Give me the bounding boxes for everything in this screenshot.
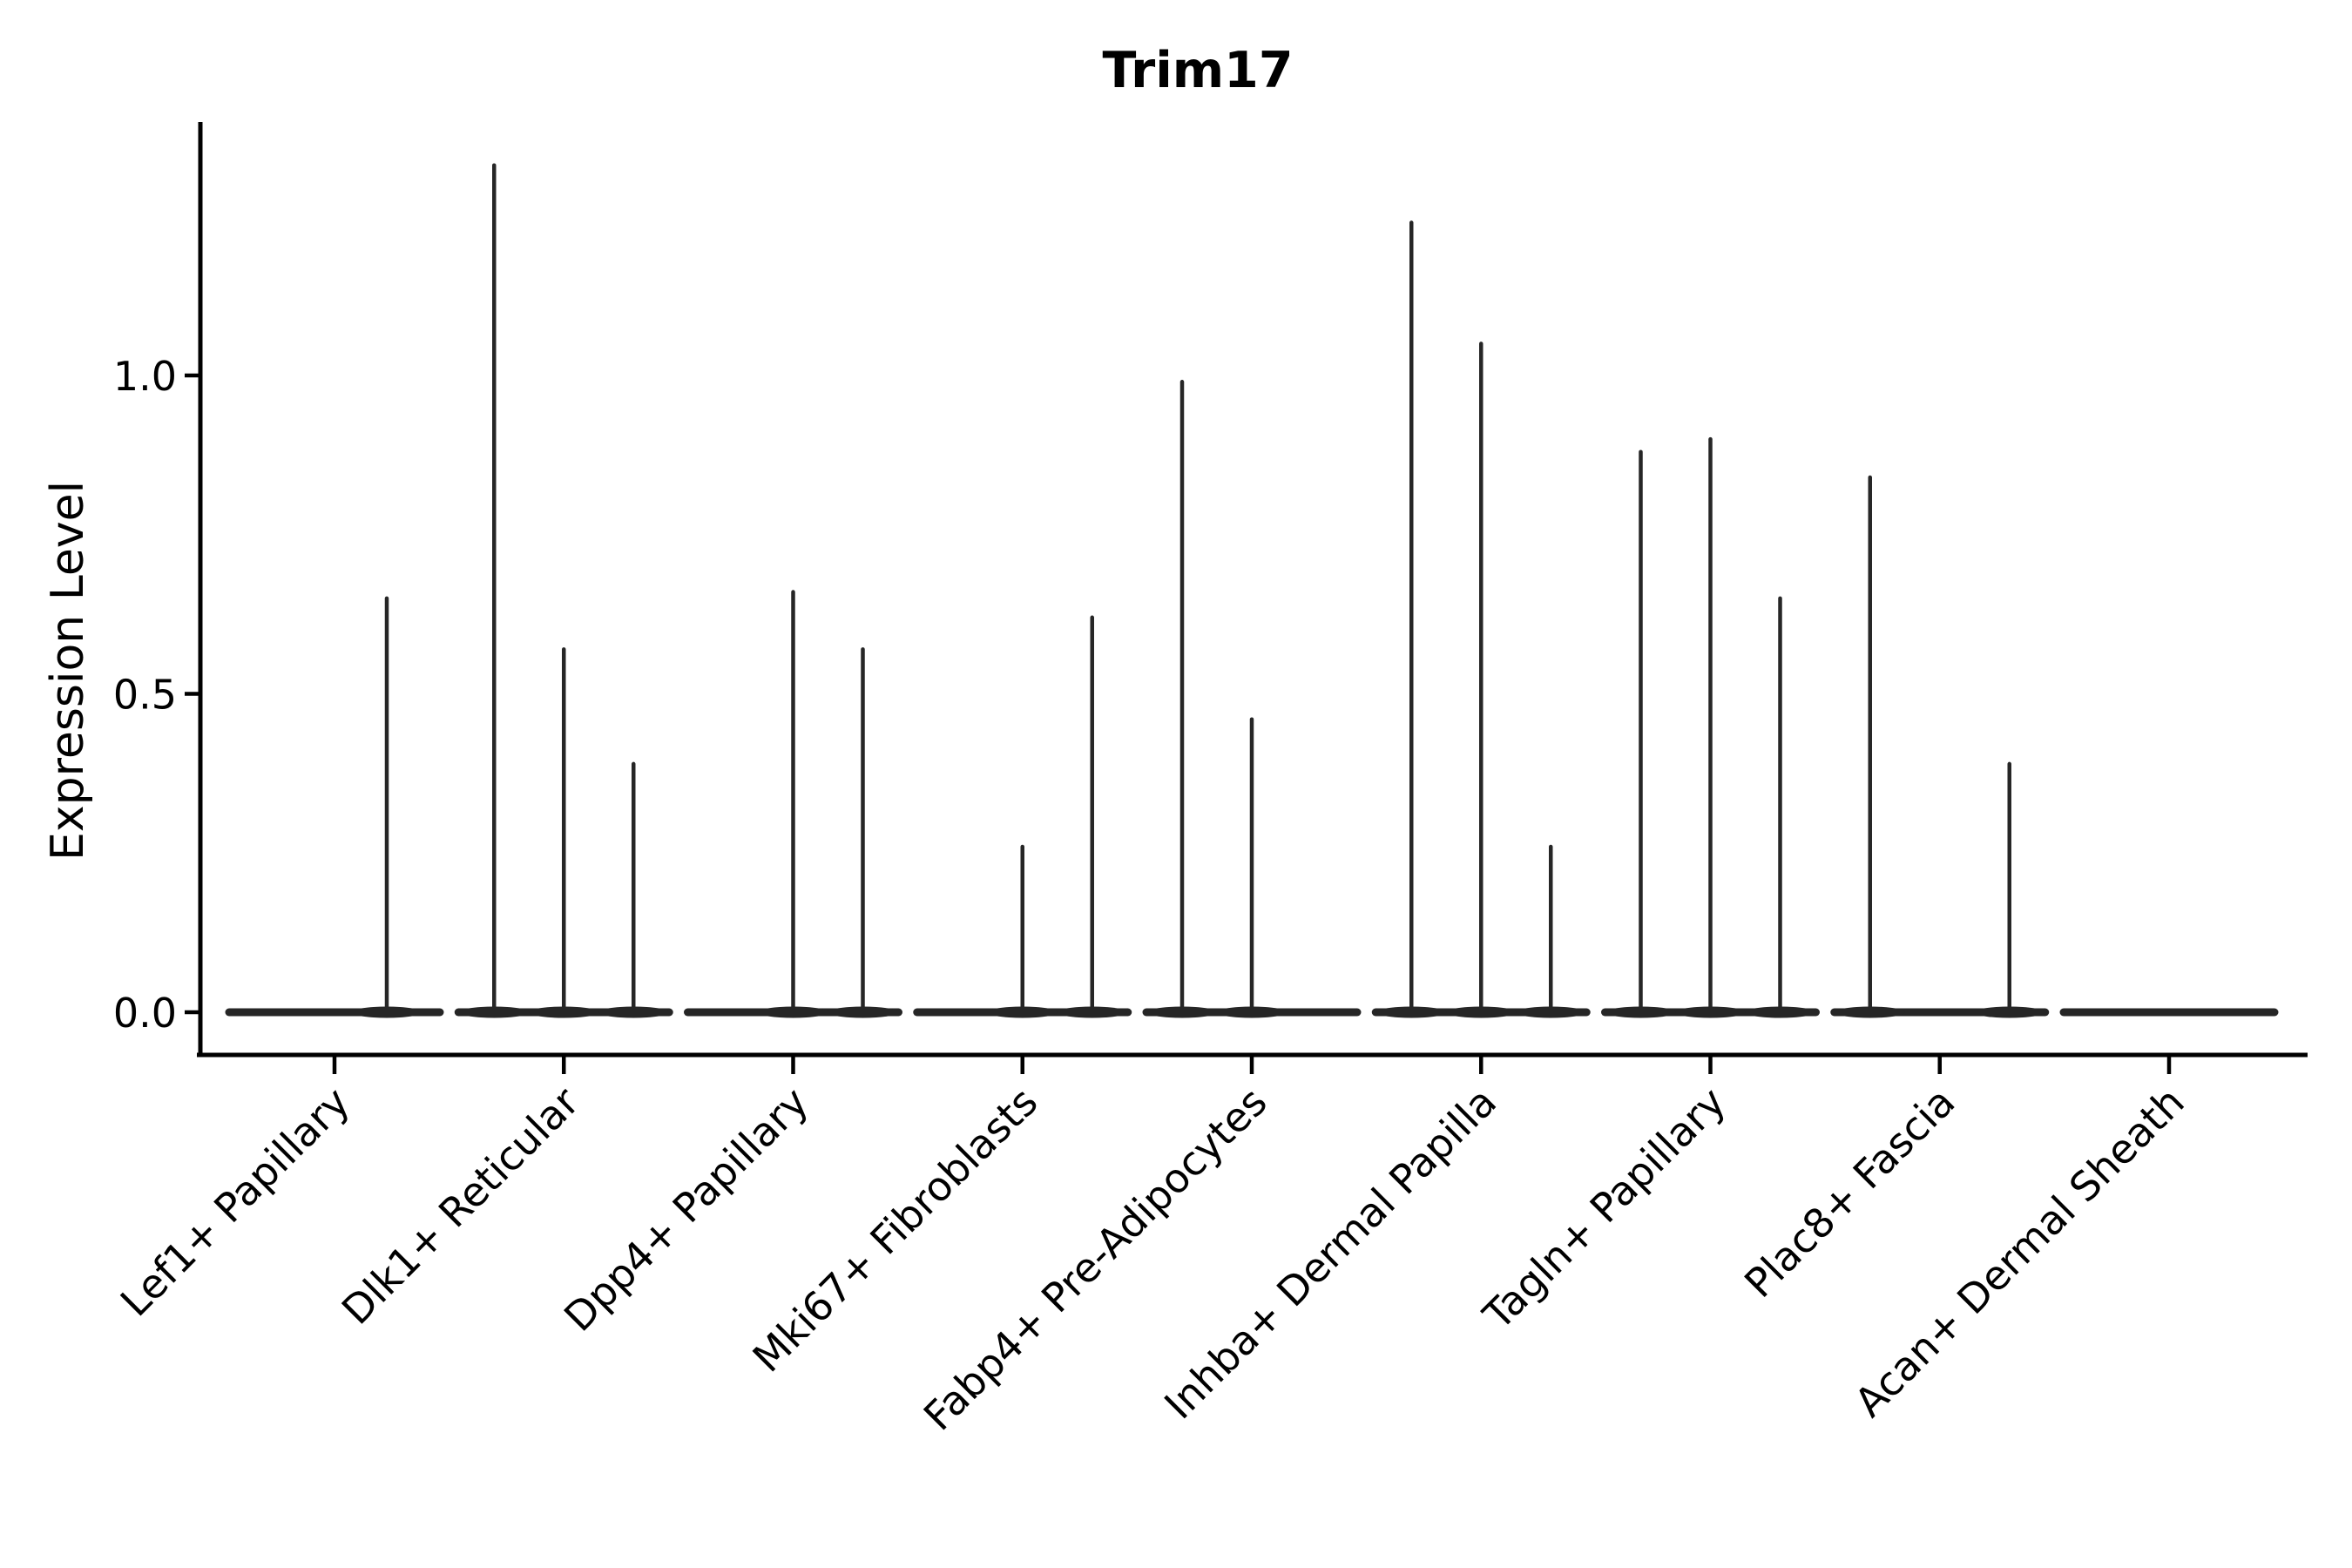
chart-title: Trim17 xyxy=(1103,42,1294,99)
y-tick-label: 0.5 xyxy=(113,672,177,719)
y-tick-label: 0.0 xyxy=(113,990,177,1037)
x-tick-label: Dpp4+ Papillary xyxy=(555,1078,817,1341)
x-tick-label: Plac8+ Fascia xyxy=(1735,1078,1963,1307)
x-tick-label: Dlk1+ Reticular xyxy=(333,1078,588,1334)
x-tick-label: Lef1+ Papillary xyxy=(112,1078,359,1326)
violins-layer xyxy=(225,163,2279,1018)
y-tick-label: 1.0 xyxy=(113,353,177,400)
y-axis-label: Expression Level xyxy=(42,481,94,861)
axes-layer xyxy=(185,122,2308,1074)
x-tick-label: Tagln+ Papillary xyxy=(1474,1078,1735,1340)
